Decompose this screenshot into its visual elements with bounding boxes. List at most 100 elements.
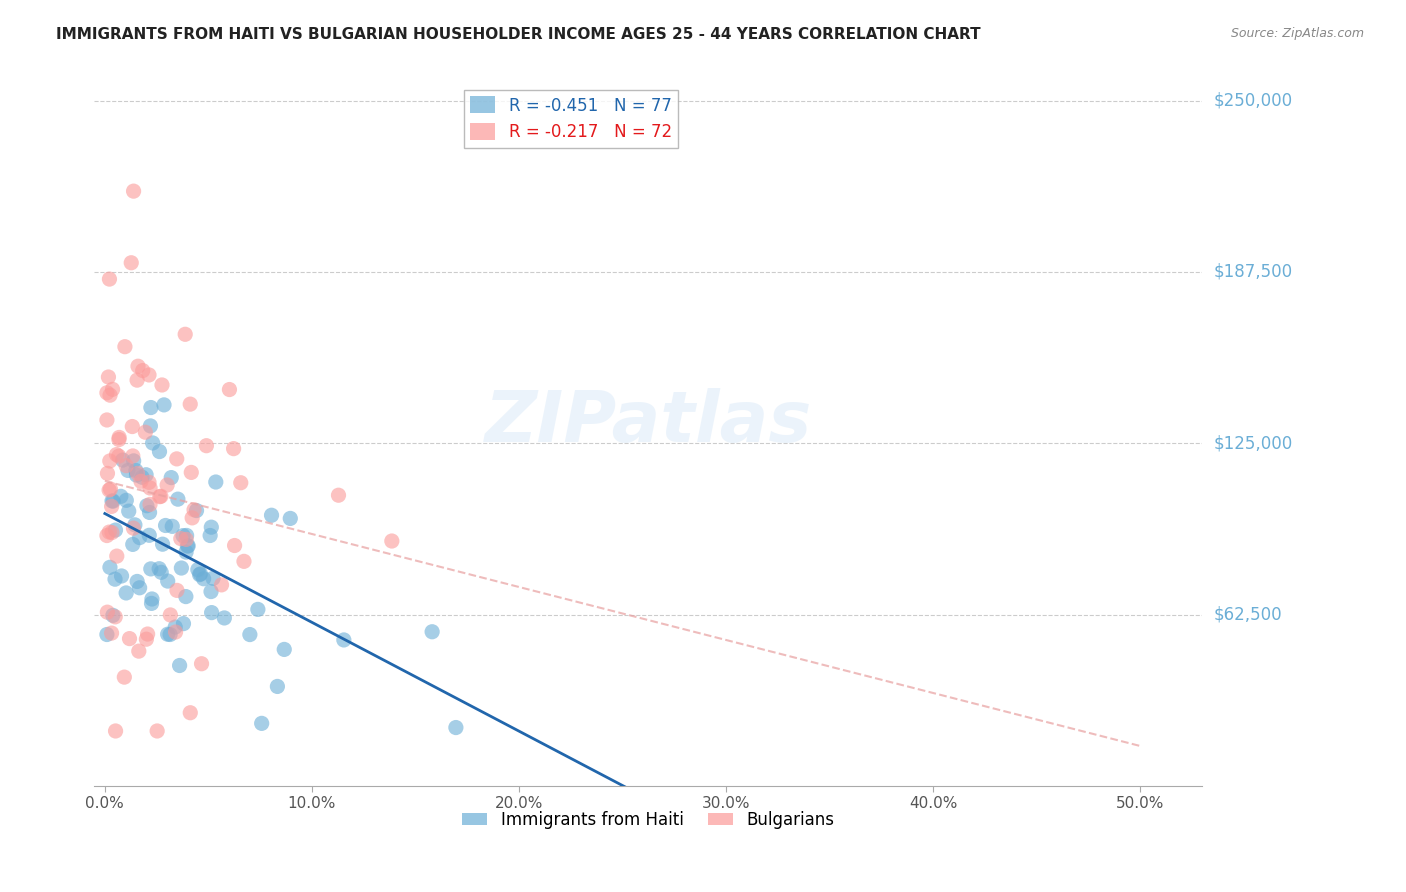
Bulgarians xyxy=(190,657,212,671)
Immigrants from Haiti xyxy=(135,499,157,513)
Bulgarians xyxy=(136,627,159,641)
Bulgarians xyxy=(129,475,152,489)
Immigrants from Haiti xyxy=(111,453,134,467)
Bulgarians xyxy=(174,533,197,547)
Immigrants from Haiti xyxy=(174,590,197,604)
Bulgarians xyxy=(101,382,124,396)
Immigrants from Haiti xyxy=(142,436,165,450)
Bulgarians xyxy=(180,466,202,480)
Immigrants from Haiti xyxy=(162,519,184,533)
Immigrants from Haiti xyxy=(333,632,356,647)
Text: $187,500: $187,500 xyxy=(1213,263,1292,281)
Bulgarians xyxy=(98,454,121,468)
Bulgarians xyxy=(120,256,142,270)
Bulgarians xyxy=(150,378,173,392)
Bulgarians xyxy=(96,467,118,481)
Immigrants from Haiti xyxy=(125,468,148,483)
Bulgarians xyxy=(159,607,181,622)
Immigrants from Haiti xyxy=(266,680,288,694)
Immigrants from Haiti xyxy=(101,494,124,508)
Bulgarians xyxy=(183,502,205,516)
Immigrants from Haiti xyxy=(155,518,177,533)
Bulgarians xyxy=(181,511,204,525)
Bulgarians xyxy=(108,433,131,447)
Bulgarians xyxy=(138,475,160,490)
Bulgarians xyxy=(105,549,128,563)
Immigrants from Haiti xyxy=(188,567,211,582)
Bulgarians xyxy=(98,483,121,497)
Immigrants from Haiti xyxy=(124,517,146,532)
Immigrants from Haiti xyxy=(214,611,236,625)
Bulgarians xyxy=(166,451,188,466)
Bulgarians xyxy=(211,578,233,592)
Immigrants from Haiti xyxy=(115,586,138,600)
Immigrants from Haiti xyxy=(115,493,138,508)
Text: $62,500: $62,500 xyxy=(1213,606,1282,624)
Immigrants from Haiti xyxy=(165,620,187,634)
Immigrants from Haiti xyxy=(198,528,221,542)
Bulgarians xyxy=(97,370,120,384)
Immigrants from Haiti xyxy=(239,627,262,641)
Text: $125,000: $125,000 xyxy=(1213,434,1292,452)
Immigrants from Haiti xyxy=(172,616,194,631)
Immigrants from Haiti xyxy=(167,492,190,507)
Immigrants from Haiti xyxy=(96,627,118,641)
Bulgarians xyxy=(174,327,197,342)
Bulgarians xyxy=(134,425,156,440)
Bulgarians xyxy=(121,449,143,463)
Bulgarians xyxy=(127,359,149,374)
Immigrants from Haiti xyxy=(138,505,160,519)
Bulgarians xyxy=(108,430,131,444)
Bulgarians xyxy=(104,610,127,624)
Immigrants from Haiti xyxy=(200,584,222,599)
Bulgarians xyxy=(104,723,127,738)
Bulgarians xyxy=(121,419,143,434)
Immigrants from Haiti xyxy=(121,537,143,551)
Immigrants from Haiti xyxy=(122,454,145,468)
Immigrants from Haiti xyxy=(193,572,215,586)
Bulgarians xyxy=(156,478,179,492)
Bulgarians xyxy=(112,670,135,684)
Immigrants from Haiti xyxy=(160,470,183,484)
Immigrants from Haiti xyxy=(117,463,139,477)
Bulgarians xyxy=(114,340,136,354)
Bulgarians xyxy=(218,383,240,397)
Bulgarians xyxy=(170,532,193,546)
Bulgarians xyxy=(131,363,153,377)
Bulgarians xyxy=(139,481,162,495)
Bulgarians xyxy=(224,539,246,553)
Bulgarians xyxy=(146,723,169,738)
Immigrants from Haiti xyxy=(98,560,121,574)
Text: IMMIGRANTS FROM HAITI VS BULGARIAN HOUSEHOLDER INCOME AGES 25 - 44 YEARS CORRELA: IMMIGRANTS FROM HAITI VS BULGARIAN HOUSE… xyxy=(56,27,981,42)
Bulgarians xyxy=(127,373,149,387)
Immigrants from Haiti xyxy=(200,520,222,534)
Immigrants from Haiti xyxy=(128,531,150,545)
Bulgarians xyxy=(229,475,252,490)
Immigrants from Haiti xyxy=(260,508,283,523)
Bulgarians xyxy=(149,489,172,503)
Bulgarians xyxy=(96,385,118,400)
Bulgarians xyxy=(96,605,118,619)
Bulgarians xyxy=(101,525,124,540)
Immigrants from Haiti xyxy=(138,528,160,542)
Bulgarians xyxy=(179,706,201,720)
Bulgarians xyxy=(179,397,201,411)
Bulgarians xyxy=(115,458,138,473)
Immigrants from Haiti xyxy=(148,444,170,458)
Bulgarians xyxy=(108,449,131,463)
Immigrants from Haiti xyxy=(104,572,127,586)
Immigrants from Haiti xyxy=(125,463,148,477)
Bulgarians xyxy=(98,388,121,402)
Immigrants from Haiti xyxy=(176,539,198,553)
Immigrants from Haiti xyxy=(131,470,153,484)
Immigrants from Haiti xyxy=(104,523,127,537)
Bulgarians xyxy=(166,583,188,598)
Immigrants from Haiti xyxy=(153,398,176,412)
Text: ZIPatlas: ZIPatlas xyxy=(485,388,813,458)
Immigrants from Haiti xyxy=(204,475,226,489)
Immigrants from Haiti xyxy=(128,581,150,595)
Immigrants from Haiti xyxy=(187,563,209,577)
Bulgarians xyxy=(105,448,128,462)
Text: Source: ZipAtlas.com: Source: ZipAtlas.com xyxy=(1230,27,1364,40)
Immigrants from Haiti xyxy=(118,504,141,518)
